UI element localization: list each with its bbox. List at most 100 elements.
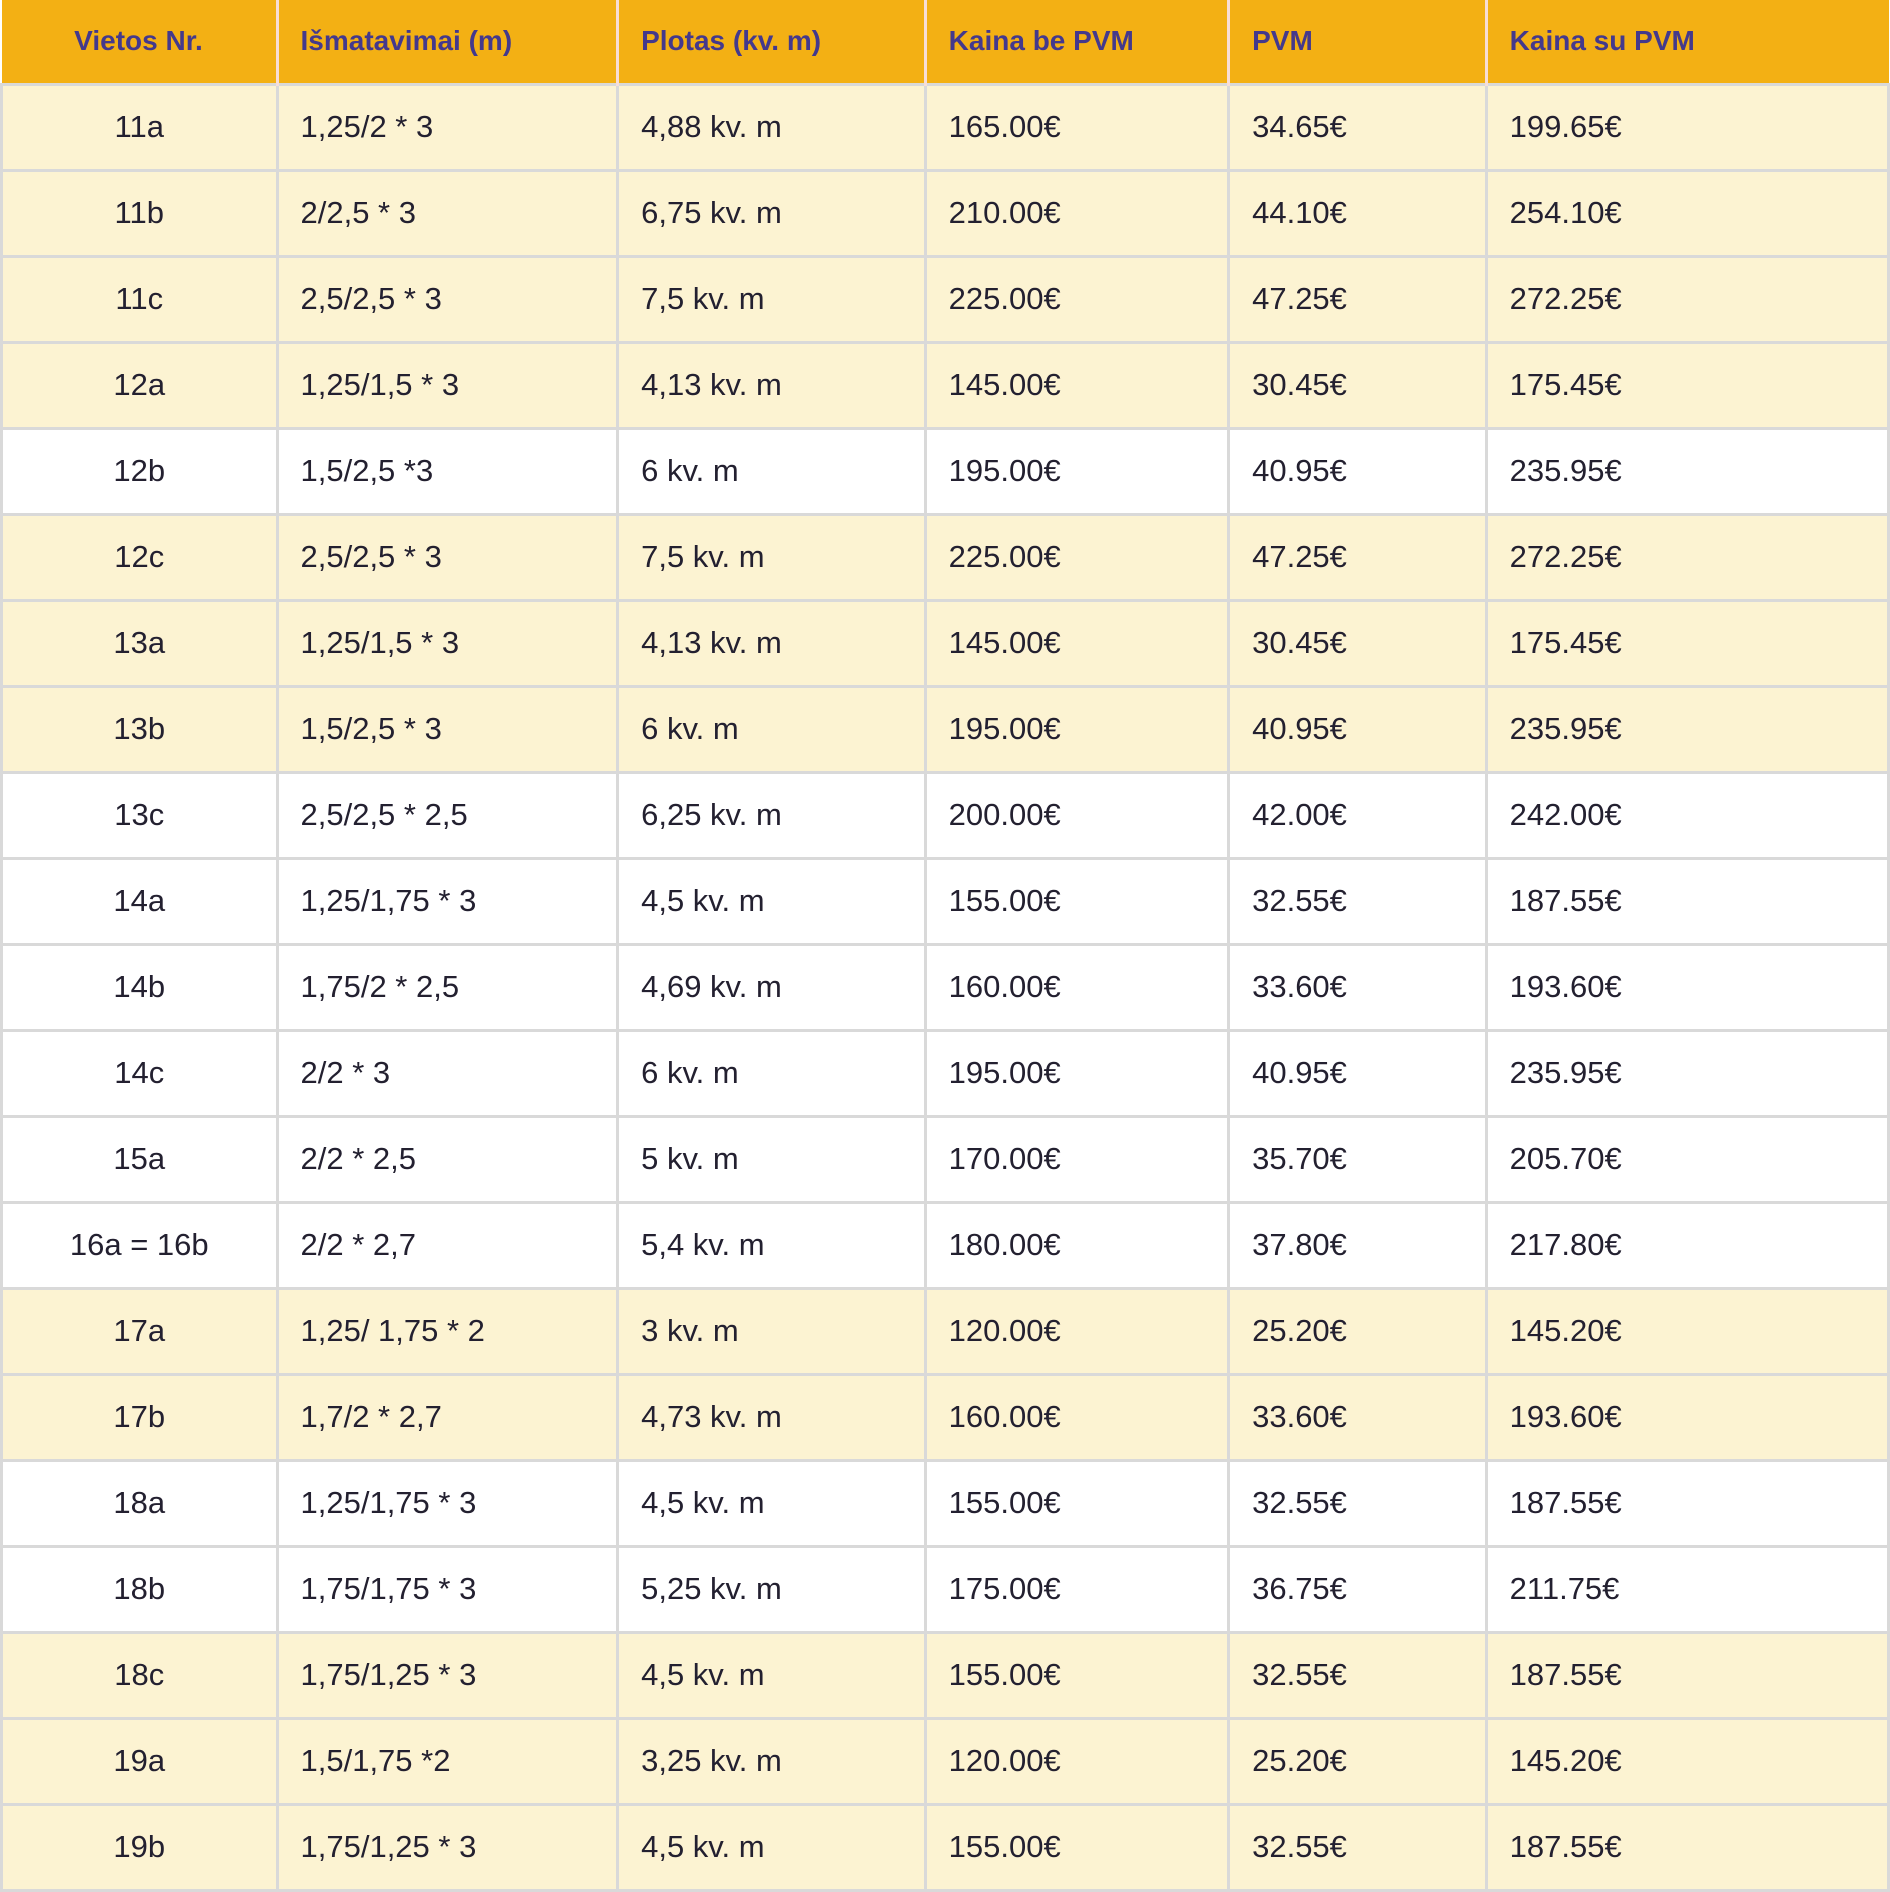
cell-plotas: 4,5 kv. m <box>616 856 927 946</box>
column-header-ismatavimai: Išmatavimai (m) <box>275 0 618 84</box>
cell-kaina-su-pvm: 187.55€ <box>1484 1802 1890 1892</box>
cell-ismatavimai: 2/2,5 * 3 <box>275 168 620 258</box>
table-row: 18b 1,75/1,75 * 3 5,25 kv. m 175.00€ 36.… <box>0 1544 1890 1634</box>
cell-kaina-be-pvm: 170.00€ <box>923 1114 1231 1204</box>
cell-vietos-nr: 16a = 16b <box>0 1200 279 1290</box>
column-header-kaina-be-pvm: Kaina be PVM <box>923 0 1229 84</box>
cell-kaina-be-pvm: 225.00€ <box>923 512 1231 602</box>
cell-kaina-be-pvm: 165.00€ <box>923 82 1231 172</box>
cell-kaina-su-pvm: 235.95€ <box>1484 1028 1890 1118</box>
table-row: 13a 1,25/1,5 * 3 4,13 kv. m 145.00€ 30.4… <box>0 598 1890 688</box>
cell-ismatavimai: 1,25/1,5 * 3 <box>275 598 620 688</box>
cell-kaina-be-pvm: 195.00€ <box>923 426 1231 516</box>
cell-ismatavimai: 1,25/1,75 * 3 <box>275 856 620 946</box>
cell-kaina-be-pvm: 155.00€ <box>923 1458 1231 1548</box>
cell-kaina-su-pvm: 193.60€ <box>1484 1372 1890 1462</box>
cell-pvm: 40.95€ <box>1227 1028 1488 1118</box>
cell-kaina-be-pvm: 145.00€ <box>923 598 1231 688</box>
cell-kaina-su-pvm: 145.20€ <box>1484 1716 1890 1806</box>
cell-pvm: 35.70€ <box>1227 1114 1488 1204</box>
cell-kaina-be-pvm: 180.00€ <box>923 1200 1231 1290</box>
table-row: 11b 2/2,5 * 3 6,75 kv. m 210.00€ 44.10€ … <box>0 168 1890 258</box>
column-header-pvm: PVM <box>1227 0 1487 84</box>
cell-ismatavimai: 1,25/1,5 * 3 <box>275 340 620 430</box>
cell-kaina-su-pvm: 235.95€ <box>1484 684 1890 774</box>
cell-plotas: 7,5 kv. m <box>616 254 927 344</box>
table-row: 12c 2,5/2,5 * 3 7,5 kv. m 225.00€ 47.25€… <box>0 512 1890 602</box>
cell-pvm: 37.80€ <box>1227 1200 1488 1290</box>
cell-vietos-nr: 18c <box>0 1630 279 1720</box>
cell-kaina-su-pvm: 175.45€ <box>1484 598 1890 688</box>
cell-ismatavimai: 2/2 * 2,5 <box>275 1114 620 1204</box>
cell-plotas: 5 kv. m <box>616 1114 927 1204</box>
cell-pvm: 44.10€ <box>1227 168 1488 258</box>
table-row: 12b 1,5/2,5 *3 6 kv. m 195.00€ 40.95€ 23… <box>0 426 1890 516</box>
cell-vietos-nr: 11c <box>0 254 279 344</box>
cell-vietos-nr: 12b <box>0 426 279 516</box>
cell-pvm: 47.25€ <box>1227 254 1488 344</box>
cell-plotas: 4,69 kv. m <box>616 942 927 1032</box>
cell-kaina-be-pvm: 225.00€ <box>923 254 1231 344</box>
cell-vietos-nr: 18a <box>0 1458 279 1548</box>
cell-ismatavimai: 1,75/1,25 * 3 <box>275 1802 620 1892</box>
cell-pvm: 32.55€ <box>1227 1630 1488 1720</box>
cell-ismatavimai: 2/2 * 2,7 <box>275 1200 620 1290</box>
cell-plotas: 7,5 kv. m <box>616 512 927 602</box>
cell-kaina-su-pvm: 235.95€ <box>1484 426 1890 516</box>
cell-plotas: 6 kv. m <box>616 684 927 774</box>
cell-kaina-su-pvm: 272.25€ <box>1484 512 1890 602</box>
table-row: 18c 1,75/1,25 * 3 4,5 kv. m 155.00€ 32.5… <box>0 1630 1890 1720</box>
cell-plotas: 6,75 kv. m <box>616 168 927 258</box>
cell-pvm: 47.25€ <box>1227 512 1488 602</box>
cell-kaina-be-pvm: 160.00€ <box>923 942 1231 1032</box>
cell-plotas: 4,88 kv. m <box>616 82 927 172</box>
cell-kaina-be-pvm: 155.00€ <box>923 1630 1231 1720</box>
cell-vietos-nr: 19b <box>0 1802 279 1892</box>
cell-plotas: 4,13 kv. m <box>616 340 927 430</box>
header-row: Vietos Nr. Išmatavimai (m) Plotas (kv. m… <box>1 0 1889 84</box>
cell-vietos-nr: 14a <box>0 856 279 946</box>
table-row: 13c 2,5/2,5 * 2,5 6,25 kv. m 200.00€ 42.… <box>0 770 1890 860</box>
cell-vietos-nr: 13c <box>0 770 279 860</box>
cell-kaina-be-pvm: 145.00€ <box>923 340 1231 430</box>
column-header-plotas: Plotas (kv. m) <box>616 0 926 84</box>
cell-plotas: 5,25 kv. m <box>616 1544 927 1634</box>
cell-kaina-su-pvm: 205.70€ <box>1484 1114 1890 1204</box>
cell-vietos-nr: 13a <box>0 598 279 688</box>
cell-plotas: 4,5 kv. m <box>616 1458 927 1548</box>
cell-kaina-su-pvm: 254.10€ <box>1484 168 1890 258</box>
table-header: Vietos Nr. Išmatavimai (m) Plotas (kv. m… <box>1 0 1889 84</box>
column-header-vietos-nr: Vietos Nr. <box>1 0 277 84</box>
column-header-kaina-su-pvm: Kaina su PVM <box>1484 0 1889 84</box>
cell-kaina-su-pvm: 187.55€ <box>1484 1458 1890 1548</box>
cell-pvm: 25.20€ <box>1227 1286 1488 1376</box>
cell-kaina-su-pvm: 187.55€ <box>1484 856 1890 946</box>
cell-ismatavimai: 1,25/2 * 3 <box>275 82 620 172</box>
cell-ismatavimai: 1,7/2 * 2,7 <box>275 1372 620 1462</box>
cell-ismatavimai: 1,25/ 1,75 * 2 <box>275 1286 620 1376</box>
table-row: 13b 1,5/2,5 * 3 6 kv. m 195.00€ 40.95€ 2… <box>0 684 1890 774</box>
cell-plotas: 6,25 kv. m <box>616 770 927 860</box>
cell-pvm: 34.65€ <box>1227 82 1488 172</box>
cell-vietos-nr: 14c <box>0 1028 279 1118</box>
cell-plotas: 4,5 kv. m <box>616 1630 927 1720</box>
cell-kaina-su-pvm: 272.25€ <box>1484 254 1890 344</box>
cell-kaina-su-pvm: 193.60€ <box>1484 942 1890 1032</box>
cell-ismatavimai: 2,5/2,5 * 2,5 <box>275 770 620 860</box>
cell-vietos-nr: 12a <box>0 340 279 430</box>
cell-pvm: 33.60€ <box>1227 942 1488 1032</box>
cell-plotas: 3,25 kv. m <box>616 1716 927 1806</box>
cell-ismatavimai: 1,5/2,5 *3 <box>275 426 620 516</box>
cell-ismatavimai: 2,5/2,5 * 3 <box>275 512 620 602</box>
cell-plotas: 4,5 kv. m <box>616 1802 927 1892</box>
table-row: 17b 1,7/2 * 2,7 4,73 kv. m 160.00€ 33.60… <box>0 1372 1890 1462</box>
cell-kaina-su-pvm: 217.80€ <box>1484 1200 1890 1290</box>
cell-kaina-su-pvm: 242.00€ <box>1484 770 1890 860</box>
table-row: 17a 1,25/ 1,75 * 2 3 kv. m 120.00€ 25.20… <box>0 1286 1890 1376</box>
cell-vietos-nr: 11a <box>0 82 279 172</box>
cell-plotas: 6 kv. m <box>616 1028 927 1118</box>
table-row: 11c 2,5/2,5 * 3 7,5 kv. m 225.00€ 47.25€… <box>0 254 1890 344</box>
cell-pvm: 33.60€ <box>1227 1372 1488 1462</box>
cell-vietos-nr: 15a <box>0 1114 279 1204</box>
